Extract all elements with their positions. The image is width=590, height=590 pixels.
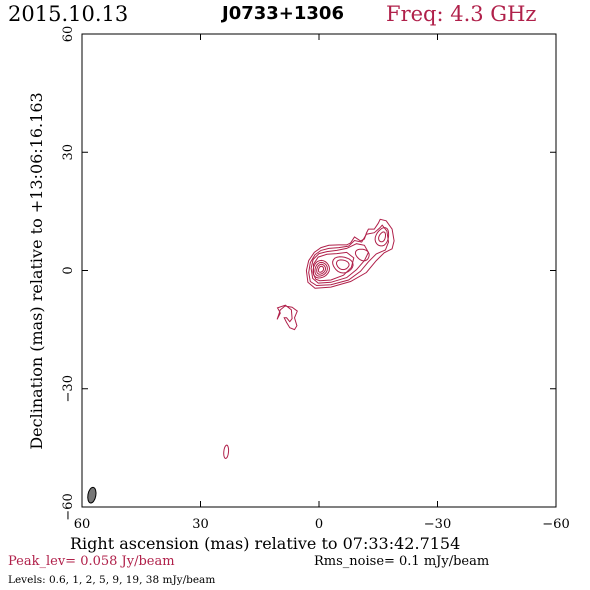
jet-knot-contour — [332, 256, 354, 274]
x-tick-label: 30 — [192, 517, 209, 532]
rms-noise: Rms_noise= 0.1 mJy/beam — [314, 554, 490, 569]
beam-ellipse — [87, 486, 97, 504]
jet-knot-contour — [335, 259, 350, 271]
contour-level-2 — [308, 224, 390, 287]
y-tick-label: −60 — [61, 493, 76, 520]
core-contour-3 — [316, 263, 327, 275]
counter-feature-contour — [276, 304, 298, 331]
y-axis-label: Declination (mas) relative to +13:06:16.… — [27, 92, 46, 449]
y-tick-label: −30 — [61, 375, 76, 402]
y-tick-label: 60 — [61, 26, 76, 43]
weak-feature-contour — [223, 444, 230, 460]
core-contour-2 — [314, 261, 328, 277]
peak-level: Peak_lev= 0.058 Jy/beam — [8, 554, 175, 569]
frequency-label: Freq: 4.3 GHz — [386, 2, 537, 26]
x-tick-label: 60 — [74, 517, 91, 532]
contour-levels: Levels: 0.6, 1, 2, 5, 9, 19, 38 mJy/beam — [8, 574, 216, 586]
plot-frame — [81, 33, 557, 508]
x-tick-labels: 60 30 0 −30 −60 — [74, 517, 570, 532]
x-tick-label: −60 — [542, 517, 569, 532]
x-tick-label: 0 — [315, 517, 323, 532]
observation-date: 2015.10.13 — [8, 2, 129, 26]
contour-lines — [223, 218, 395, 460]
jet-knot-contour — [378, 231, 386, 243]
source-name: J0733+1306 — [222, 3, 344, 24]
contour-level-1 — [305, 218, 395, 289]
x-axis-label: Right ascension (mas) relative to 07:33:… — [70, 534, 461, 553]
contour-level-3 — [310, 243, 369, 284]
jet-knot-contour — [354, 248, 370, 262]
core-contour-1 — [312, 259, 331, 279]
jet-knot-contour — [374, 227, 390, 247]
x-tick-label: −30 — [424, 517, 451, 532]
y-tick-label: 0 — [61, 266, 76, 274]
y-tick-label: 30 — [61, 144, 76, 161]
core-contour-4 — [317, 265, 325, 273]
y-tick-labels: −60 −30 0 30 60 — [61, 26, 76, 521]
axis-ticks — [81, 33, 557, 508]
